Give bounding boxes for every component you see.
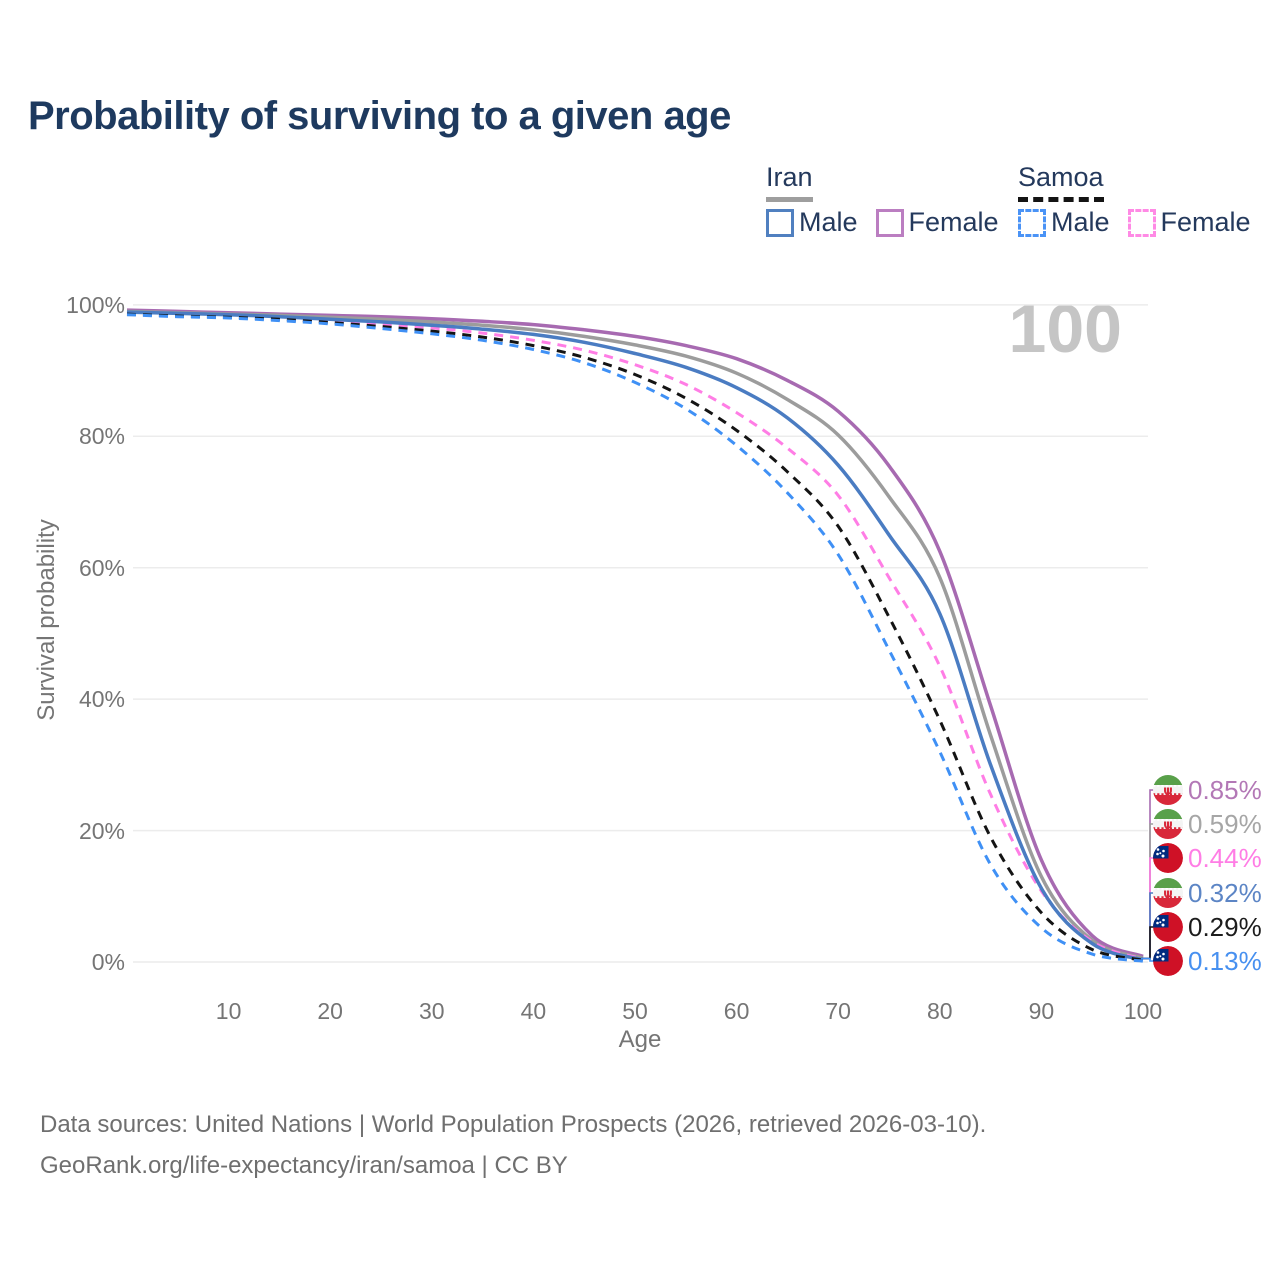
end-label-value: 0.85% xyxy=(1188,774,1262,805)
y-tick-label: 40% xyxy=(78,686,125,713)
legend-group-samoa-title[interactable]: Samoa xyxy=(1018,162,1104,202)
curve-iran-male xyxy=(126,310,1144,962)
legend-swatch-iran-male[interactable] xyxy=(766,208,794,237)
x-tick-label: 40 xyxy=(520,998,547,1024)
curve-iran-both-sexes xyxy=(126,309,1144,960)
samoa-flag-icon xyxy=(1153,946,1183,976)
iran-flag-icon: ψ xyxy=(1153,878,1183,908)
end-label-row-iran-female: ψ 0.85% xyxy=(1153,773,1262,807)
x-tick-label: 10 xyxy=(215,998,242,1024)
end-label-value: 0.29% xyxy=(1188,911,1262,942)
legend-label-iran-female[interactable]: Female xyxy=(908,207,999,237)
end-label-value: 0.59% xyxy=(1188,808,1262,839)
end-label-row-samoa-female: 0.44% xyxy=(1153,841,1262,875)
end-label-row-iran-male: ψ 0.32% xyxy=(1153,876,1262,910)
end-label-value: 0.13% xyxy=(1188,945,1262,976)
x-tick-label: 50 xyxy=(622,998,648,1024)
legend-label-iran-male[interactable]: Male xyxy=(799,207,858,237)
y-tick-label: 60% xyxy=(78,554,125,581)
end-label-row-iran-both-sexes: ψ 0.59% xyxy=(1153,807,1262,841)
end-label-connector xyxy=(1141,957,1154,962)
x-tick-label: 80 xyxy=(927,998,953,1024)
hovered-age-watermark: 100 xyxy=(1008,291,1122,367)
end-label-value: 0.32% xyxy=(1188,877,1262,908)
iran-flag-icon: ψ xyxy=(1153,809,1183,839)
footer-attribution-link[interactable]: GeoRank.org/life-expectancy/iran/samoa |… xyxy=(40,1152,568,1179)
svg-text:ψ: ψ xyxy=(1163,783,1173,797)
legend-swatch-samoa-female[interactable] xyxy=(1127,208,1156,237)
svg-text:ψ: ψ xyxy=(1163,886,1173,900)
legend-label-samoa-male[interactable]: Male xyxy=(1051,207,1110,237)
legend-swatch-samoa-male[interactable] xyxy=(1018,208,1046,237)
y-axis-title: Survival probability xyxy=(33,519,60,721)
curve-iran-female xyxy=(126,308,1144,959)
x-tick-label: 70 xyxy=(825,998,851,1024)
footer: Data sources: United Nations | World Pop… xyxy=(40,1104,986,1186)
footer-data-sources: Data sources: United Nations | World Pop… xyxy=(40,1111,987,1138)
samoa-flag-icon xyxy=(1153,912,1183,942)
y-tick-label: 0% xyxy=(91,949,125,975)
samoa-flag-icon xyxy=(1153,843,1183,873)
legend-label-samoa-female[interactable]: Female xyxy=(1160,207,1251,237)
legend-swatch-iran-female[interactable] xyxy=(875,208,904,237)
iran-flag-icon: ψ xyxy=(1153,775,1183,805)
x-tick-label: 30 xyxy=(419,998,445,1024)
end-label-row-samoa-male: 0.13% xyxy=(1153,944,1262,978)
x-axis-title: Age xyxy=(618,1026,662,1053)
x-tick-label: 100 xyxy=(1123,998,1163,1024)
page-title: Probability of surviving to a given age xyxy=(28,94,731,138)
y-tick-label: 80% xyxy=(78,423,125,450)
y-tick-label: 100% xyxy=(66,291,125,318)
x-tick-label: 90 xyxy=(1028,998,1055,1024)
x-tick-label: 20 xyxy=(317,998,343,1024)
legend-group-iran-title[interactable]: Iran xyxy=(766,162,813,202)
curve-samoa-male xyxy=(126,313,1144,963)
y-tick-label: 20% xyxy=(78,817,125,844)
x-tick-label: 60 xyxy=(723,998,750,1024)
legend-group-samoa: Samoa Male Female xyxy=(1018,162,1269,238)
curve-samoa-both-sexes xyxy=(126,312,1144,962)
end-label-row-samoa-both-sexes: 0.29% xyxy=(1153,910,1262,944)
end-label-value: 0.44% xyxy=(1188,842,1262,873)
svg-text:ψ: ψ xyxy=(1163,817,1173,831)
legend-group-iran: Iran Male Female xyxy=(766,162,1017,238)
